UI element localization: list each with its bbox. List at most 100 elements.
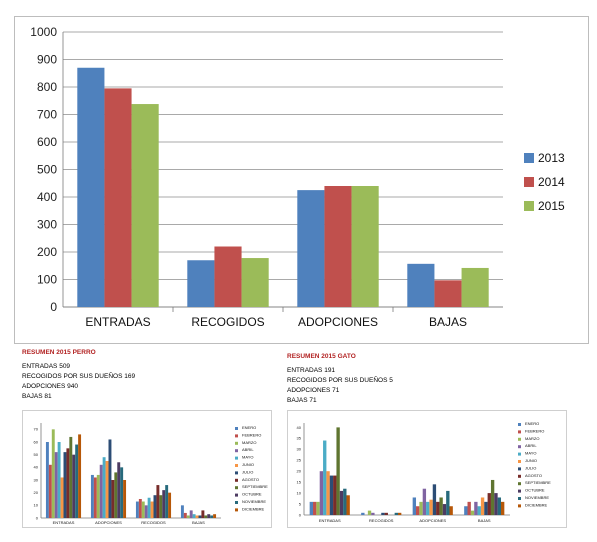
bar [434,280,462,307]
legend-swatch [524,201,534,211]
bar [168,492,172,518]
legend-label: AGOSTO [525,473,542,478]
y-tick-label: 40 [297,425,302,430]
bar [135,501,139,518]
bar [114,472,118,518]
bar [339,490,344,515]
bar [329,475,334,515]
bar [326,471,330,515]
bar [117,462,121,518]
y-tick-label: 0 [299,512,302,517]
bar [147,497,151,518]
legend-swatch [235,493,238,497]
x-tick-label: BAJAS [478,518,491,523]
y-tick-label: 10 [297,490,302,495]
bar [500,501,505,515]
bar [333,475,337,515]
bar [419,501,423,515]
bar [111,480,115,518]
y-tick-label: 30 [297,447,302,452]
y-tick-label: 800 [37,80,57,94]
bar [198,515,202,518]
legend-swatch [235,471,238,475]
bar [470,510,475,515]
legend-label: SEPTIEMBRE [525,480,551,485]
y-tick-label: 30 [34,477,39,482]
legend-swatch [235,449,238,453]
bar [75,444,79,518]
bar [497,497,501,515]
y-tick-label: 700 [37,108,57,122]
x-tick-label: ENTRADAS [319,518,341,523]
bar [381,512,385,515]
legend-swatch [518,497,521,500]
y-tick-label: 5 [299,501,302,506]
legend-label: ABRIL [242,447,254,452]
y-tick-label: 35 [297,436,302,441]
legend-swatch [518,504,521,508]
dog-summary-line: ADOPCIONES 940 [22,383,78,390]
bar [464,506,468,515]
bar [69,436,73,518]
bar [439,497,443,515]
y-tick-label: 20 [34,490,39,495]
dog-monthly-chart-frame: 0 10 20 30 40 50 60 70 ENTRADAS ADOPCIONES RECOGID… [22,410,272,528]
bar [90,474,94,518]
bar [384,512,388,515]
y-tick-label: 0 [36,515,39,520]
bar [183,512,187,518]
dog-summary: RESUMEN 2015 PERRO ENTRADAS 509 RECOGIDO… [22,348,135,402]
bar [153,495,157,518]
x-tick-label: ENTRADAS [53,520,75,525]
legend-swatch [235,478,238,482]
legend-swatch [518,430,521,434]
bar [66,448,70,518]
bar [77,67,105,307]
bar [120,467,124,518]
legend-swatch [235,456,238,460]
bar [397,512,402,515]
bar [72,454,76,518]
bar [367,510,372,515]
legend-label: ENERO [242,425,256,430]
bar [442,504,447,515]
cat-summary-line: ENTRADAS 191 [287,367,336,374]
bar [323,440,327,515]
bar [436,501,440,515]
bar [131,104,159,307]
cat-summary-title: RESUMEN 2015 GATO [287,353,356,360]
legend-label: JULIO [525,465,536,470]
y-tick-label: 100 [37,273,57,287]
legend-label: DICIEMBRE [242,506,265,511]
legend-swatch [518,482,521,486]
bar [123,480,127,518]
legend-label: DICIEMBRE [525,502,548,507]
y-tick-label: 200 [37,245,57,259]
bar [195,515,199,518]
bar [324,186,352,307]
legend-swatch [235,501,238,504]
x-tick-label: RECOGIDOS [369,518,394,523]
bar [336,427,340,515]
bar [105,461,109,518]
bar [204,515,208,518]
bar [484,501,488,515]
legend-swatch [235,464,238,467]
bar [490,479,495,515]
bar [432,484,437,515]
legend-label: JULIO [242,469,253,474]
bar [407,263,435,307]
legend-swatch [524,153,534,163]
bar [343,488,347,515]
bar [63,452,67,518]
legend-label: AGOSTO [242,477,259,482]
legend-swatch [518,423,521,426]
x-tick-label: RECOGIDOS [191,315,264,329]
y-tick-label: 25 [297,458,302,463]
main-bar-chart: 0 100 200 300 400 500 600 700 800 900 1000 ENTRADAS… [30,25,565,329]
bar [346,495,350,515]
legend-label: NOVIEMBRE [525,495,549,500]
bar [45,442,49,518]
bar [156,485,160,518]
cat-monthly-bar-chart: 0 5 10 15 20 25 30 35 40 ENTRADAS RECOGIDOS ADOPCIO… [297,421,552,523]
